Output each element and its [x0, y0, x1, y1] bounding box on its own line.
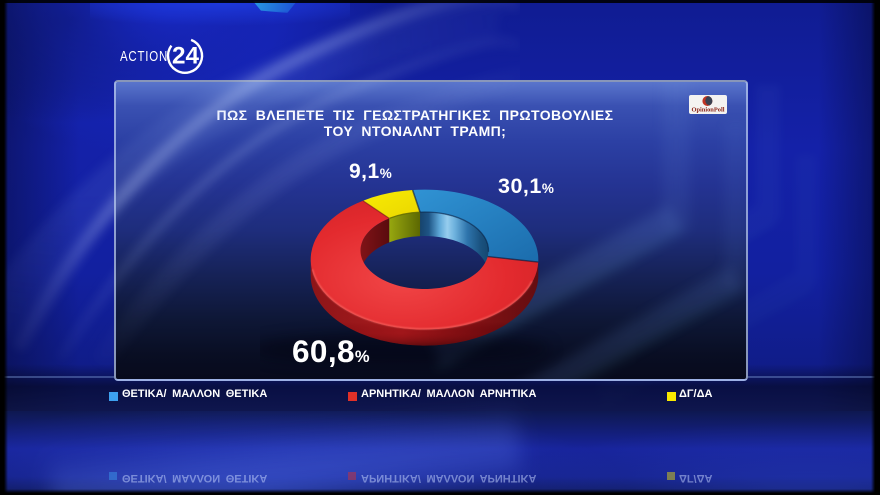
svg-text:ACTION: ACTION — [120, 49, 168, 65]
svg-text:OpinionPoll: OpinionPoll — [691, 106, 724, 113]
svg-text:24: 24 — [172, 43, 200, 70]
